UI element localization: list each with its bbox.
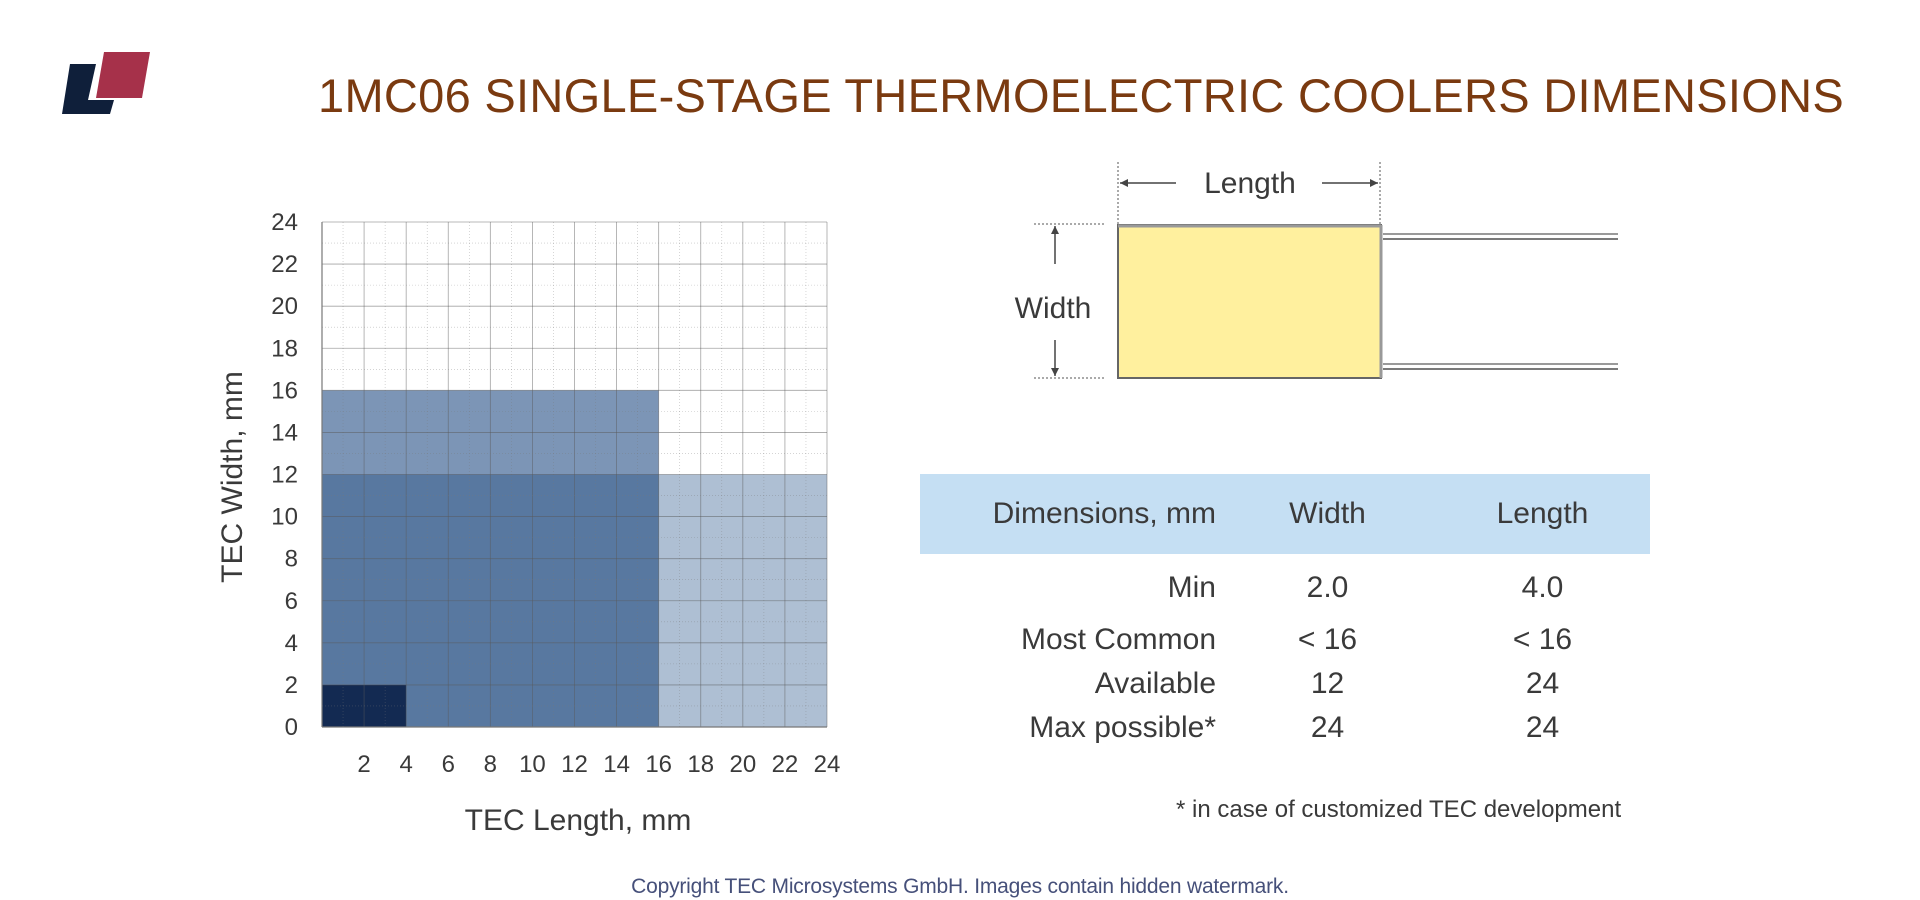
- x-tick-label: 10: [519, 751, 546, 778]
- row-width-value: 2.0: [1306, 571, 1349, 604]
- y-tick-label: 6: [285, 588, 298, 615]
- x-tick-label: 24: [814, 751, 841, 778]
- y-tick-label: 18: [271, 335, 298, 362]
- table-row: Most Common < 16 < 16: [920, 618, 1650, 662]
- y-tick-label: 24: [271, 209, 298, 236]
- row-length-value: 24: [1525, 667, 1560, 700]
- x-tick-label: 18: [687, 751, 714, 778]
- header-dimensions: Dimensions, mm: [992, 497, 1216, 530]
- row-width-value: 12: [1310, 667, 1345, 700]
- row-length-value: < 16: [1512, 623, 1573, 656]
- y-tick-label: 14: [271, 419, 298, 446]
- row-width-value: < 16: [1297, 623, 1358, 656]
- x-tick-label: 6: [442, 751, 455, 778]
- row-label: Min: [1167, 571, 1216, 604]
- y-tick-label: 10: [271, 504, 298, 531]
- row-label: Available: [1094, 667, 1216, 700]
- x-tick-label: 14: [603, 751, 630, 778]
- footnote: * in case of customized TEC development: [1176, 796, 1622, 823]
- x-tick-label: 8: [484, 751, 497, 778]
- y-tick-label: 8: [285, 546, 298, 573]
- x-axis-label: TEC Length, mm: [465, 804, 692, 837]
- y-tick-label: 20: [271, 293, 298, 320]
- x-tick-label: 16: [645, 751, 672, 778]
- dimensions-table: Dimensions, mm Width Length Min 2.0 4.0 …: [920, 474, 1650, 750]
- row-label: Most Common: [1020, 623, 1216, 656]
- y-tick-label: 16: [271, 377, 298, 404]
- y-axis-label: TEC Width, mm: [216, 371, 249, 583]
- x-tick-label: 12: [561, 751, 588, 778]
- tec-diagram: Length Width: [1015, 162, 1618, 379]
- y-tick-label: 0: [285, 714, 298, 741]
- x-tick-label: 2: [357, 751, 370, 778]
- table-row: Available 12 24: [920, 662, 1650, 706]
- logo-accent-shape: [96, 52, 150, 98]
- y-tick-label: 22: [271, 251, 298, 278]
- length-arrowhead-left: [1120, 179, 1128, 187]
- row-label: Max possible*: [1029, 711, 1216, 744]
- x-tick-label: 20: [729, 751, 756, 778]
- logo-dark-shape: [62, 64, 114, 114]
- tec-module-body: [1117, 224, 1382, 379]
- length-arrowhead-right: [1370, 179, 1378, 187]
- row-length-value: 24: [1525, 711, 1560, 744]
- copyright-notice: Copyright TEC Microsystems GmbH. Images …: [631, 875, 1289, 898]
- page-title: 1MC06 SINGLE-STAGE THERMOELECTRIC COOLER…: [318, 69, 1844, 122]
- company-logo: [62, 52, 150, 114]
- x-tick-label: 22: [772, 751, 799, 778]
- width-arrowhead-bottom: [1051, 368, 1059, 376]
- y-tick-label: 12: [271, 462, 298, 489]
- header-width: Width: [1289, 497, 1366, 530]
- width-arrowhead-top: [1051, 226, 1059, 234]
- width-label: Width: [1015, 292, 1092, 325]
- table-row: Max possible* 24 24: [920, 706, 1650, 750]
- y-tick-label: 2: [285, 672, 298, 699]
- length-label: Length: [1204, 167, 1296, 200]
- header-length: Length: [1496, 497, 1589, 530]
- table-header: Dimensions, mm Width Length: [920, 474, 1650, 554]
- row-width-value: 24: [1310, 711, 1345, 744]
- table-row: Min 2.0 4.0: [920, 566, 1650, 610]
- row-length-value: 4.0: [1521, 571, 1564, 604]
- y-tick-label: 4: [285, 630, 298, 657]
- x-tick-label: 4: [399, 751, 412, 778]
